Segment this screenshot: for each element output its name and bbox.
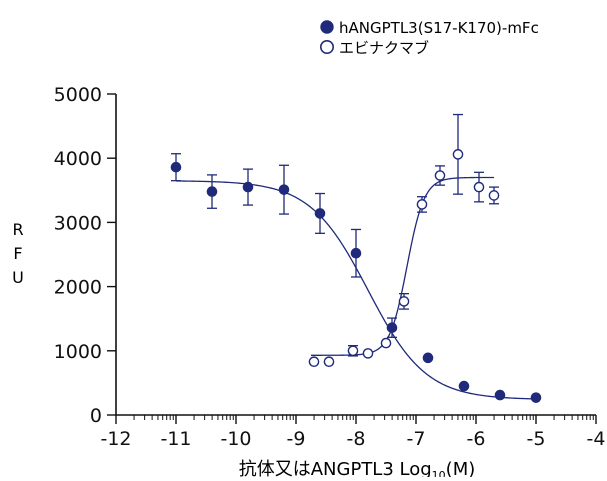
data-point-s1-9 bbox=[494, 389, 506, 401]
x-axis-label: 抗体又はANGPTL3 Log10(M) bbox=[239, 459, 476, 477]
legend: hANGPTL3(S17-K170)-mFc エビナクマブ bbox=[319, 19, 539, 57]
y-tick-label-4: 4000 bbox=[54, 148, 102, 170]
fit-curve-series-1 bbox=[175, 180, 537, 400]
x-tick-label-5: -7 bbox=[407, 428, 426, 450]
data-point-s2-7 bbox=[434, 170, 446, 181]
data-point-s1-2 bbox=[242, 181, 254, 193]
fit-curves bbox=[175, 176, 537, 400]
y-axis-label-char-1: R bbox=[12, 220, 23, 239]
y-tick-label-3: 3000 bbox=[54, 212, 102, 234]
data-point-s2-4 bbox=[380, 337, 392, 349]
x-tick-label-8: -4 bbox=[587, 428, 606, 450]
data-point-s1-0 bbox=[170, 161, 182, 173]
error-bars bbox=[171, 113, 499, 357]
y-axis-label: R F U bbox=[12, 220, 24, 287]
axes: -12 -11 -10 -9 -8 -7 -6 -5 -4 0 1000 2000 3000 4000 50… bbox=[54, 84, 606, 450]
data-point-s2-2 bbox=[347, 345, 359, 357]
x-tick-label-7: -5 bbox=[527, 428, 546, 450]
data-point-s1-7 bbox=[422, 352, 434, 364]
data-point-s2-0 bbox=[308, 356, 320, 368]
x-tick-label-0: -12 bbox=[100, 428, 131, 450]
x-axis-label-prefix: 抗体又はANGPTL3 Log bbox=[239, 459, 432, 477]
data-point-s1-1 bbox=[206, 186, 218, 197]
x-tick-label-4: -8 bbox=[347, 428, 366, 450]
data-point-s2-6 bbox=[416, 199, 428, 210]
y-tick-label-0: 0 bbox=[90, 405, 102, 427]
x-axis-label-suffix: (M) bbox=[446, 459, 476, 477]
data-point-s2-9 bbox=[473, 181, 485, 193]
x-tick-label-1: -11 bbox=[160, 428, 191, 450]
data-points bbox=[170, 149, 542, 403]
fit-curve-series-2 bbox=[311, 176, 494, 356]
legend-marker-series-1 bbox=[320, 20, 334, 34]
data-point-s2-3 bbox=[362, 348, 374, 359]
y-tick-label-2: 2000 bbox=[54, 277, 102, 299]
data-point-s2-1 bbox=[323, 356, 335, 368]
y-axis-label-char-2: F bbox=[13, 244, 22, 263]
data-point-s1-4 bbox=[314, 208, 326, 219]
data-point-s1-8 bbox=[458, 380, 470, 392]
data-point-s2-10 bbox=[488, 190, 500, 201]
data-point-s1-10 bbox=[530, 392, 542, 403]
y-axis-label-char-3: U bbox=[12, 268, 24, 287]
legend-label-series-2: エビナクマブ bbox=[339, 39, 429, 57]
y-tick-label-5: 5000 bbox=[54, 84, 102, 106]
x-tick-label-6: -6 bbox=[467, 428, 486, 450]
data-point-s1-3 bbox=[278, 184, 290, 195]
data-point-s1-6 bbox=[386, 322, 398, 333]
legend-label-series-1: hANGPTL3(S17-K170)-mFc bbox=[339, 19, 539, 37]
legend-marker-series-2 bbox=[319, 39, 334, 54]
x-axis-label-subscript: 10 bbox=[432, 469, 446, 477]
x-tick-label-3: -9 bbox=[287, 428, 306, 450]
data-point-s2-5 bbox=[398, 296, 410, 307]
x-tick-label-2: -10 bbox=[220, 428, 251, 450]
data-point-s1-5 bbox=[350, 247, 362, 259]
data-point-s2-8 bbox=[452, 149, 464, 160]
y-tick-label-1: 1000 bbox=[54, 341, 102, 363]
